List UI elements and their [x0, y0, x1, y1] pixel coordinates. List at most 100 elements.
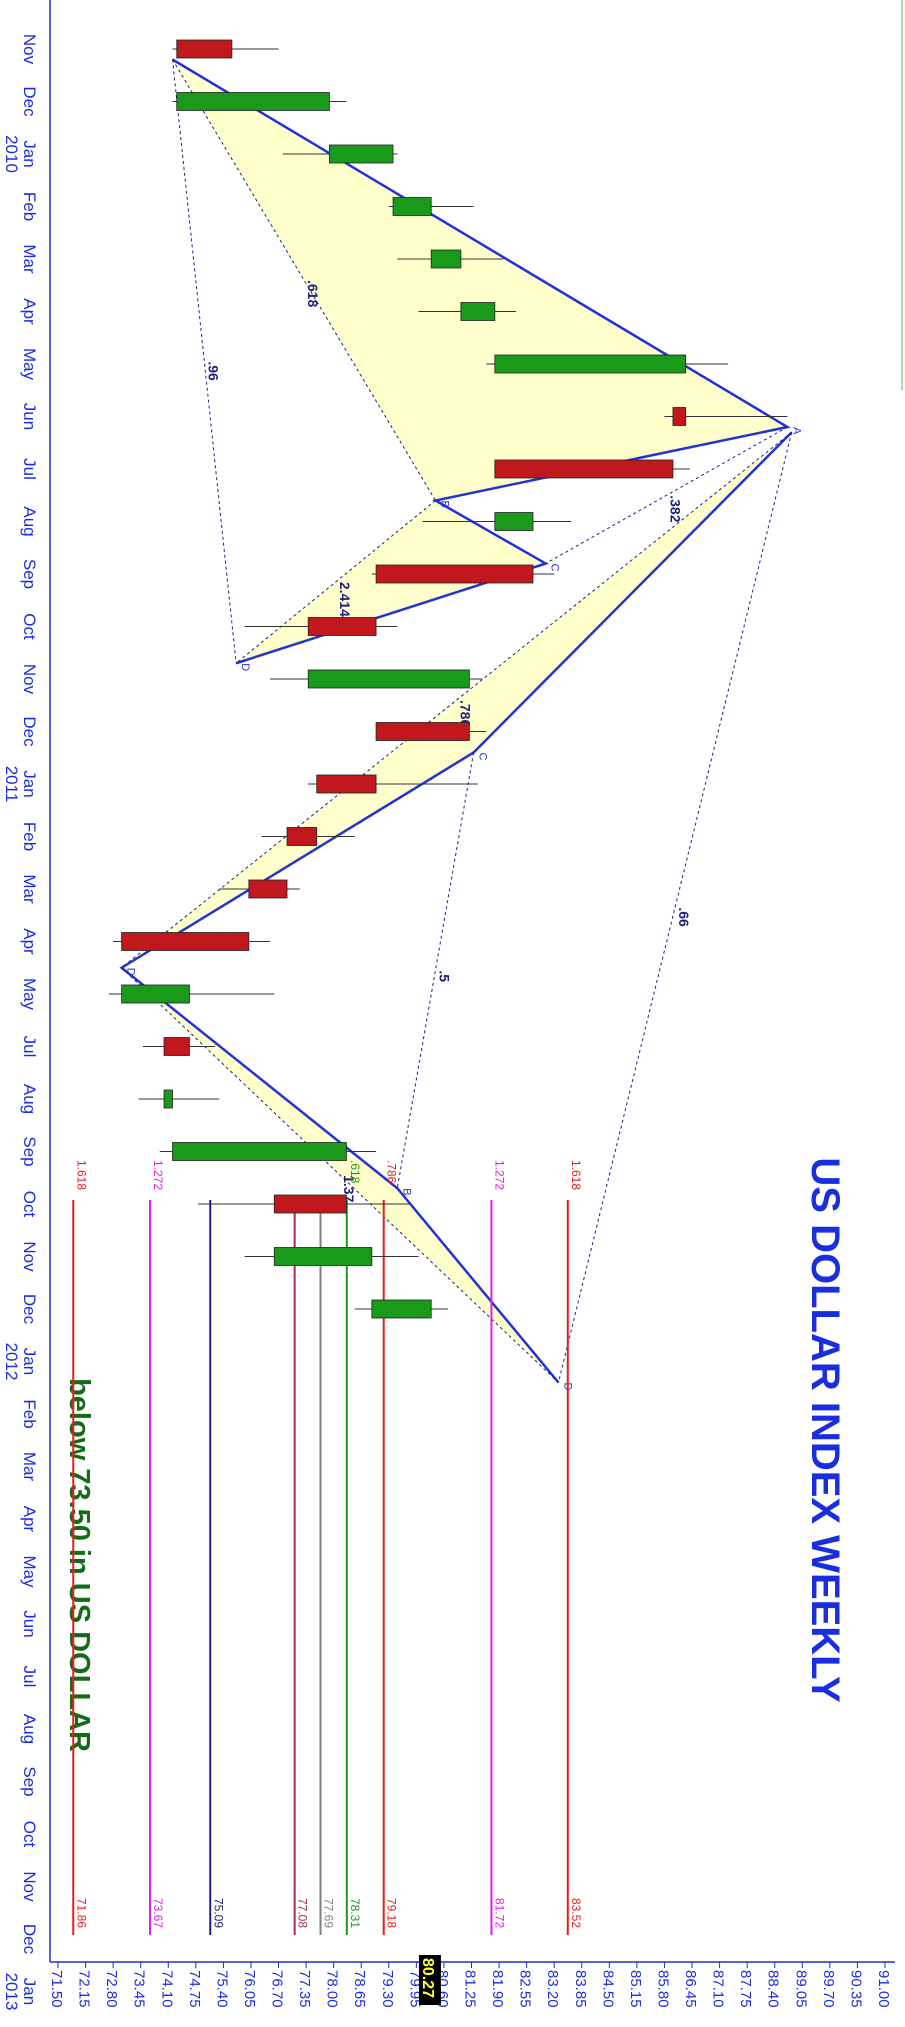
time-tick-label: Nov	[20, 664, 39, 695]
time-tick-label: Feb	[20, 192, 39, 221]
ratio-label: .786	[458, 700, 474, 727]
level-value: 83.52	[569, 1898, 583, 1928]
candle-body	[273, 1247, 373, 1266]
candle-body	[248, 879, 288, 899]
last-price-label: 80.27	[419, 1958, 436, 1998]
time-tick-label: Jan	[20, 1978, 39, 2005]
ratio-label: .618	[305, 280, 321, 307]
ratio-label: .382	[668, 495, 684, 522]
candle-body	[375, 564, 534, 584]
candle-body	[494, 459, 674, 479]
value-tick-label: 74.10	[158, 1970, 175, 2008]
last-price-box	[418, 1955, 441, 2005]
value-tick-label: 82.55	[517, 1970, 534, 2008]
ratio-label: .5	[436, 970, 452, 982]
value-tick-label: 87.10	[710, 1970, 727, 2008]
value-tick-label: 72.80	[103, 1970, 120, 2008]
value-tick-label: 84.50	[599, 1970, 616, 2008]
time-tick-label: Jul	[20, 458, 39, 480]
ratio-label: 2.414	[337, 582, 353, 617]
value-tick-label: 81.25	[462, 1970, 479, 2008]
time-tick-label: Oct	[20, 1821, 39, 1848]
time-tick-label: Dec	[20, 1294, 39, 1325]
candle-body	[163, 1037, 190, 1056]
pattern-point-label: D	[125, 968, 137, 976]
time-tick-label: Apr	[20, 928, 39, 955]
ratio-label: .96	[205, 361, 221, 381]
value-tick-label: 74.75	[186, 1970, 203, 2008]
ratio-line	[121, 431, 793, 969]
pattern-point-label: D	[239, 663, 251, 671]
ratio-line	[557, 432, 793, 1383]
time-tick-label: Nov	[20, 1241, 39, 1272]
time-tick-label: May	[20, 978, 39, 1011]
time-tick-label: May	[20, 1555, 39, 1588]
time-tick-label: Apr	[20, 1506, 39, 1533]
pattern-point-label: B	[400, 1188, 412, 1195]
candle-body	[494, 512, 534, 531]
pattern-point-label: C	[549, 564, 561, 572]
time-tick-label: Feb	[20, 1399, 39, 1428]
candle-body	[672, 407, 687, 426]
time-tick-label: Mar	[20, 244, 39, 274]
time-tick-label: Mar	[20, 1452, 39, 1482]
pattern-point-label: B	[438, 501, 450, 508]
candle-body	[430, 249, 462, 269]
time-tick-label: Dec	[20, 1924, 39, 1955]
candle-body	[307, 617, 377, 636]
year-label: 2010	[2, 135, 21, 173]
ratio-line	[235, 500, 436, 664]
value-tick-label: 90.35	[847, 1970, 864, 2008]
time-tick-label: Aug	[20, 1084, 39, 1114]
value-tick-label: 91.00	[875, 1970, 892, 2008]
level-ratio: 1.272	[492, 1160, 506, 1190]
candle-body	[121, 984, 190, 1004]
level-value: 75.09	[211, 1898, 225, 1928]
value-tick-label: 85.80	[654, 1970, 671, 2008]
candle-body	[286, 827, 318, 846]
level-value: 77.08	[296, 1898, 310, 1928]
level-value: 81.72	[492, 1898, 506, 1928]
year-label: 2011	[2, 766, 21, 803]
value-tick-label: 75.40	[213, 1970, 230, 2008]
time-tick-label: Aug	[20, 506, 39, 536]
time-tick-label: Nov	[20, 1871, 39, 1902]
pattern-point-label: A	[790, 427, 802, 435]
value-tick-label: 83.85	[572, 1970, 589, 2008]
time-tick-label: Nov	[20, 34, 39, 65]
ratio-line	[545, 426, 788, 564]
time-tick-label: Jun	[20, 1610, 39, 1637]
value-tick-label: 89.05	[792, 1970, 809, 2008]
candle-body	[392, 197, 432, 216]
level-value: 73.67	[151, 1898, 165, 1928]
candle-body	[460, 302, 496, 321]
ratio-line	[396, 752, 475, 1189]
year-label: 2012	[2, 1343, 21, 1381]
time-tick-label: Jun	[20, 403, 39, 430]
value-tick-label: 88.40	[765, 1970, 782, 2008]
chart-title: US DOLLAR INDEX WEEKLY	[803, 1157, 847, 1703]
value-tick-label: 81.90	[489, 1970, 506, 2008]
value-tick-label: 72.15	[76, 1970, 93, 2008]
time-tick-label: Dec	[20, 86, 39, 117]
value-tick-label: 85.15	[627, 1970, 644, 2008]
level-ratio: 1.618	[569, 1160, 583, 1190]
value-tick-label: 76.05	[241, 1970, 258, 2008]
annotation: below 73.50 in US DOLLAR	[63, 1378, 95, 1752]
pattern-wing	[172, 59, 788, 501]
year-label: 2013	[2, 1973, 21, 2011]
candle-body	[176, 92, 330, 111]
value-tick-label: 78.65	[351, 1970, 368, 2008]
time-tick-label: Mar	[20, 874, 39, 904]
time-tick-label: Apr	[20, 298, 39, 325]
level-value: 77.69	[322, 1898, 336, 1928]
level-ratio: 1.272	[151, 1160, 165, 1190]
value-tick-label: 77.35	[296, 1970, 313, 2008]
value-tick-label: 86.45	[682, 1970, 699, 2008]
candle-body	[371, 1299, 432, 1319]
candle-body	[172, 1142, 347, 1161]
pattern-point-label: C	[477, 753, 489, 761]
time-tick-label: Oct	[20, 1191, 39, 1218]
time-tick-label: Aug	[20, 1714, 39, 1744]
candle-body	[273, 1194, 347, 1214]
